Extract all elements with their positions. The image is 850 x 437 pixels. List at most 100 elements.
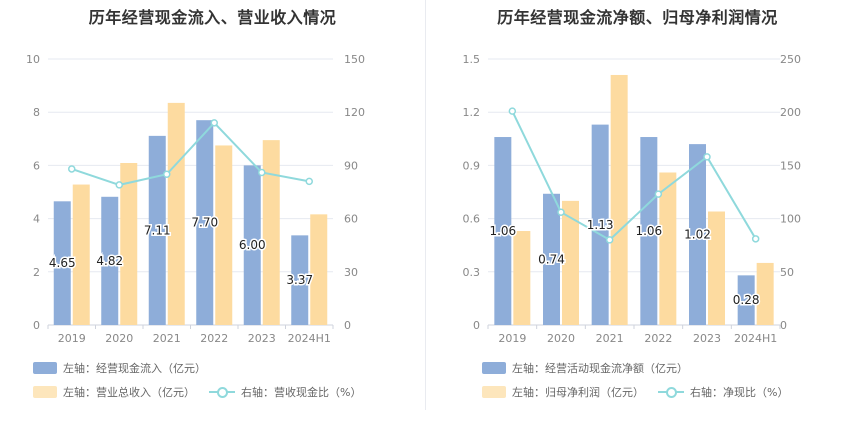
bar-data-label: 6.00: [239, 238, 266, 252]
y-tick-label: 10: [26, 53, 40, 66]
y2-tick-label: 90: [344, 159, 358, 172]
ratio-line: [511, 110, 757, 242]
chart-panel-2: 历年经营现金流净额、归母净利润情况 0 0.3 0.6 0.9 1.2 1.5 0 50 100…: [425, 0, 850, 437]
y-tick-label: 0.3: [463, 266, 481, 279]
bar-data-label: 7.11: [144, 223, 171, 237]
x-tick-label: 2022: [200, 332, 228, 345]
bar-data-label: 7.70: [191, 216, 218, 230]
legend-row-2b: 左轴：归母净利润（亿元） 右轴：净现比（%）: [482, 384, 788, 400]
bar-primary: [737, 275, 755, 325]
legend-row-1b: 左轴：营业总收入（亿元） 右轴：营收现金比（%）: [33, 384, 361, 400]
ratio-point: [68, 165, 76, 173]
chart-title-1: 历年经营现金流入、营业收入情况: [88, 8, 337, 27]
x-tick-label: 2020: [547, 332, 575, 345]
x-tick-label: 2019: [498, 332, 526, 345]
ratio-point: [163, 170, 171, 179]
bar-primary: [291, 235, 309, 325]
legend-label: 右轴：营收现金比（%）: [241, 386, 362, 399]
bar-data-label: 1.06: [489, 224, 516, 238]
x-tick-label: 2021: [153, 332, 181, 345]
y2-tick-label: 200: [780, 106, 801, 119]
bar-secondary: [215, 145, 233, 325]
ratio-line: [71, 121, 310, 186]
y-tick-label: 0: [473, 319, 480, 332]
y-tick-label: 1.2: [463, 106, 481, 119]
legend-swatch-line: [658, 386, 684, 398]
chart-title-2: 历年经营现金流净额、归母净利润情况: [497, 8, 778, 27]
bar-data-label: 1.13: [587, 218, 614, 232]
y2-tick-label: 120: [344, 106, 365, 119]
chart-plot-1: 0 2 4 6 8 10 0 30 60 90 120 150 2019 2020 2021 2022 2023…: [26, 53, 365, 345]
y-tick-label: 8: [33, 106, 40, 119]
ratio-point: [703, 153, 711, 161]
x-tick-label: 2023: [248, 332, 276, 345]
bar-secondary: [310, 214, 328, 325]
y-tick-label: 1.5: [463, 53, 481, 66]
legend-row-2a: 左轴：经营活动现金流净额（亿元）: [482, 360, 688, 376]
bar-primary: [148, 135, 166, 325]
bar-data-label: 0.74: [538, 252, 565, 266]
y2-tick-label: 30: [344, 266, 358, 279]
ratio-point: [210, 119, 218, 127]
ratio-point: [605, 236, 614, 244]
chart-plot-2: 0 0.3 0.6 0.9 1.2 1.5 0 50 100 150 200 250 2019 2020 2…: [463, 53, 802, 345]
ratio-point: [115, 181, 123, 189]
bar-data-label: 1.02: [684, 228, 711, 242]
y2-tick-label: 100: [780, 213, 801, 226]
bar-secondary: [756, 262, 774, 325]
y-tick-label: 0.6: [463, 213, 481, 226]
x-tick-label: 2020: [105, 332, 133, 345]
bar-data-label: 4.82: [96, 254, 123, 268]
legend-label: 右轴：净现比（%）: [690, 386, 789, 399]
legend-label: 左轴：经营现金流入（亿元）: [63, 362, 206, 375]
ratio-point: [508, 107, 517, 115]
bar-data-label: 3.37: [286, 273, 313, 287]
legend-swatch-bar-yellow: [482, 386, 506, 398]
bar-primary: [101, 196, 119, 325]
y2-tick-label: 0: [780, 319, 787, 332]
bar-data-label: 1.06: [635, 224, 662, 238]
y2-tick-label: 150: [780, 159, 801, 172]
legend-swatch-bar-yellow: [33, 386, 57, 398]
ratio-point: [751, 235, 760, 243]
bar-secondary: [167, 102, 185, 325]
legend-swatch-line: [209, 386, 235, 398]
chart-panel-1: 历年经营现金流入、营业收入情况 0 2 4 6 8 10 0 30 60 90 120 150 2019…: [26, 8, 365, 400]
bar-data-label: 0.28: [733, 293, 760, 307]
y2-tick-label: 60: [344, 213, 358, 226]
bar-data-label: 4.65: [49, 256, 76, 270]
ratio-point: [258, 168, 266, 177]
x-tick-label: 2024H1: [288, 332, 331, 345]
legend-row-1a: 左轴：经营现金流入（亿元）: [33, 360, 206, 376]
y-tick-label: 0: [33, 319, 40, 332]
bar-secondary: [513, 231, 531, 325]
ratio-point: [305, 177, 313, 186]
bar-primary: [53, 201, 71, 325]
y-tick-label: 6: [33, 159, 40, 172]
legend-label: 左轴：归母净利润（亿元）: [512, 386, 644, 399]
y2-tick-label: 250: [780, 53, 801, 66]
panel-divider: [425, 0, 426, 410]
ratio-point: [654, 190, 663, 198]
bar-secondary: [120, 163, 138, 325]
x-tick-label: 2023: [693, 332, 721, 345]
legend-swatch-bar-blue: [482, 362, 506, 374]
y-tick-label: 2: [33, 266, 40, 279]
bar-primary: [196, 120, 214, 326]
bar-primary: [591, 124, 609, 325]
bar-secondary: [72, 184, 90, 325]
x-tick-label: 2022: [644, 332, 672, 345]
legend-swatch-bar-blue: [33, 362, 57, 374]
bar-primary: [640, 137, 658, 325]
x-tick-label: 2024H1: [734, 332, 777, 345]
y-tick-label: 0.9: [463, 159, 481, 172]
bar-primary: [689, 144, 706, 325]
legend-label: 左轴：经营活动现金流净额（亿元）: [512, 362, 688, 375]
y2-tick-label: 0: [344, 319, 351, 332]
bar-secondary: [708, 211, 725, 325]
bar-secondary: [610, 74, 628, 326]
legend-label: 左轴：营业总收入（亿元）: [63, 386, 195, 399]
bar-primary: [243, 165, 261, 325]
y2-tick-label: 150: [344, 53, 365, 66]
